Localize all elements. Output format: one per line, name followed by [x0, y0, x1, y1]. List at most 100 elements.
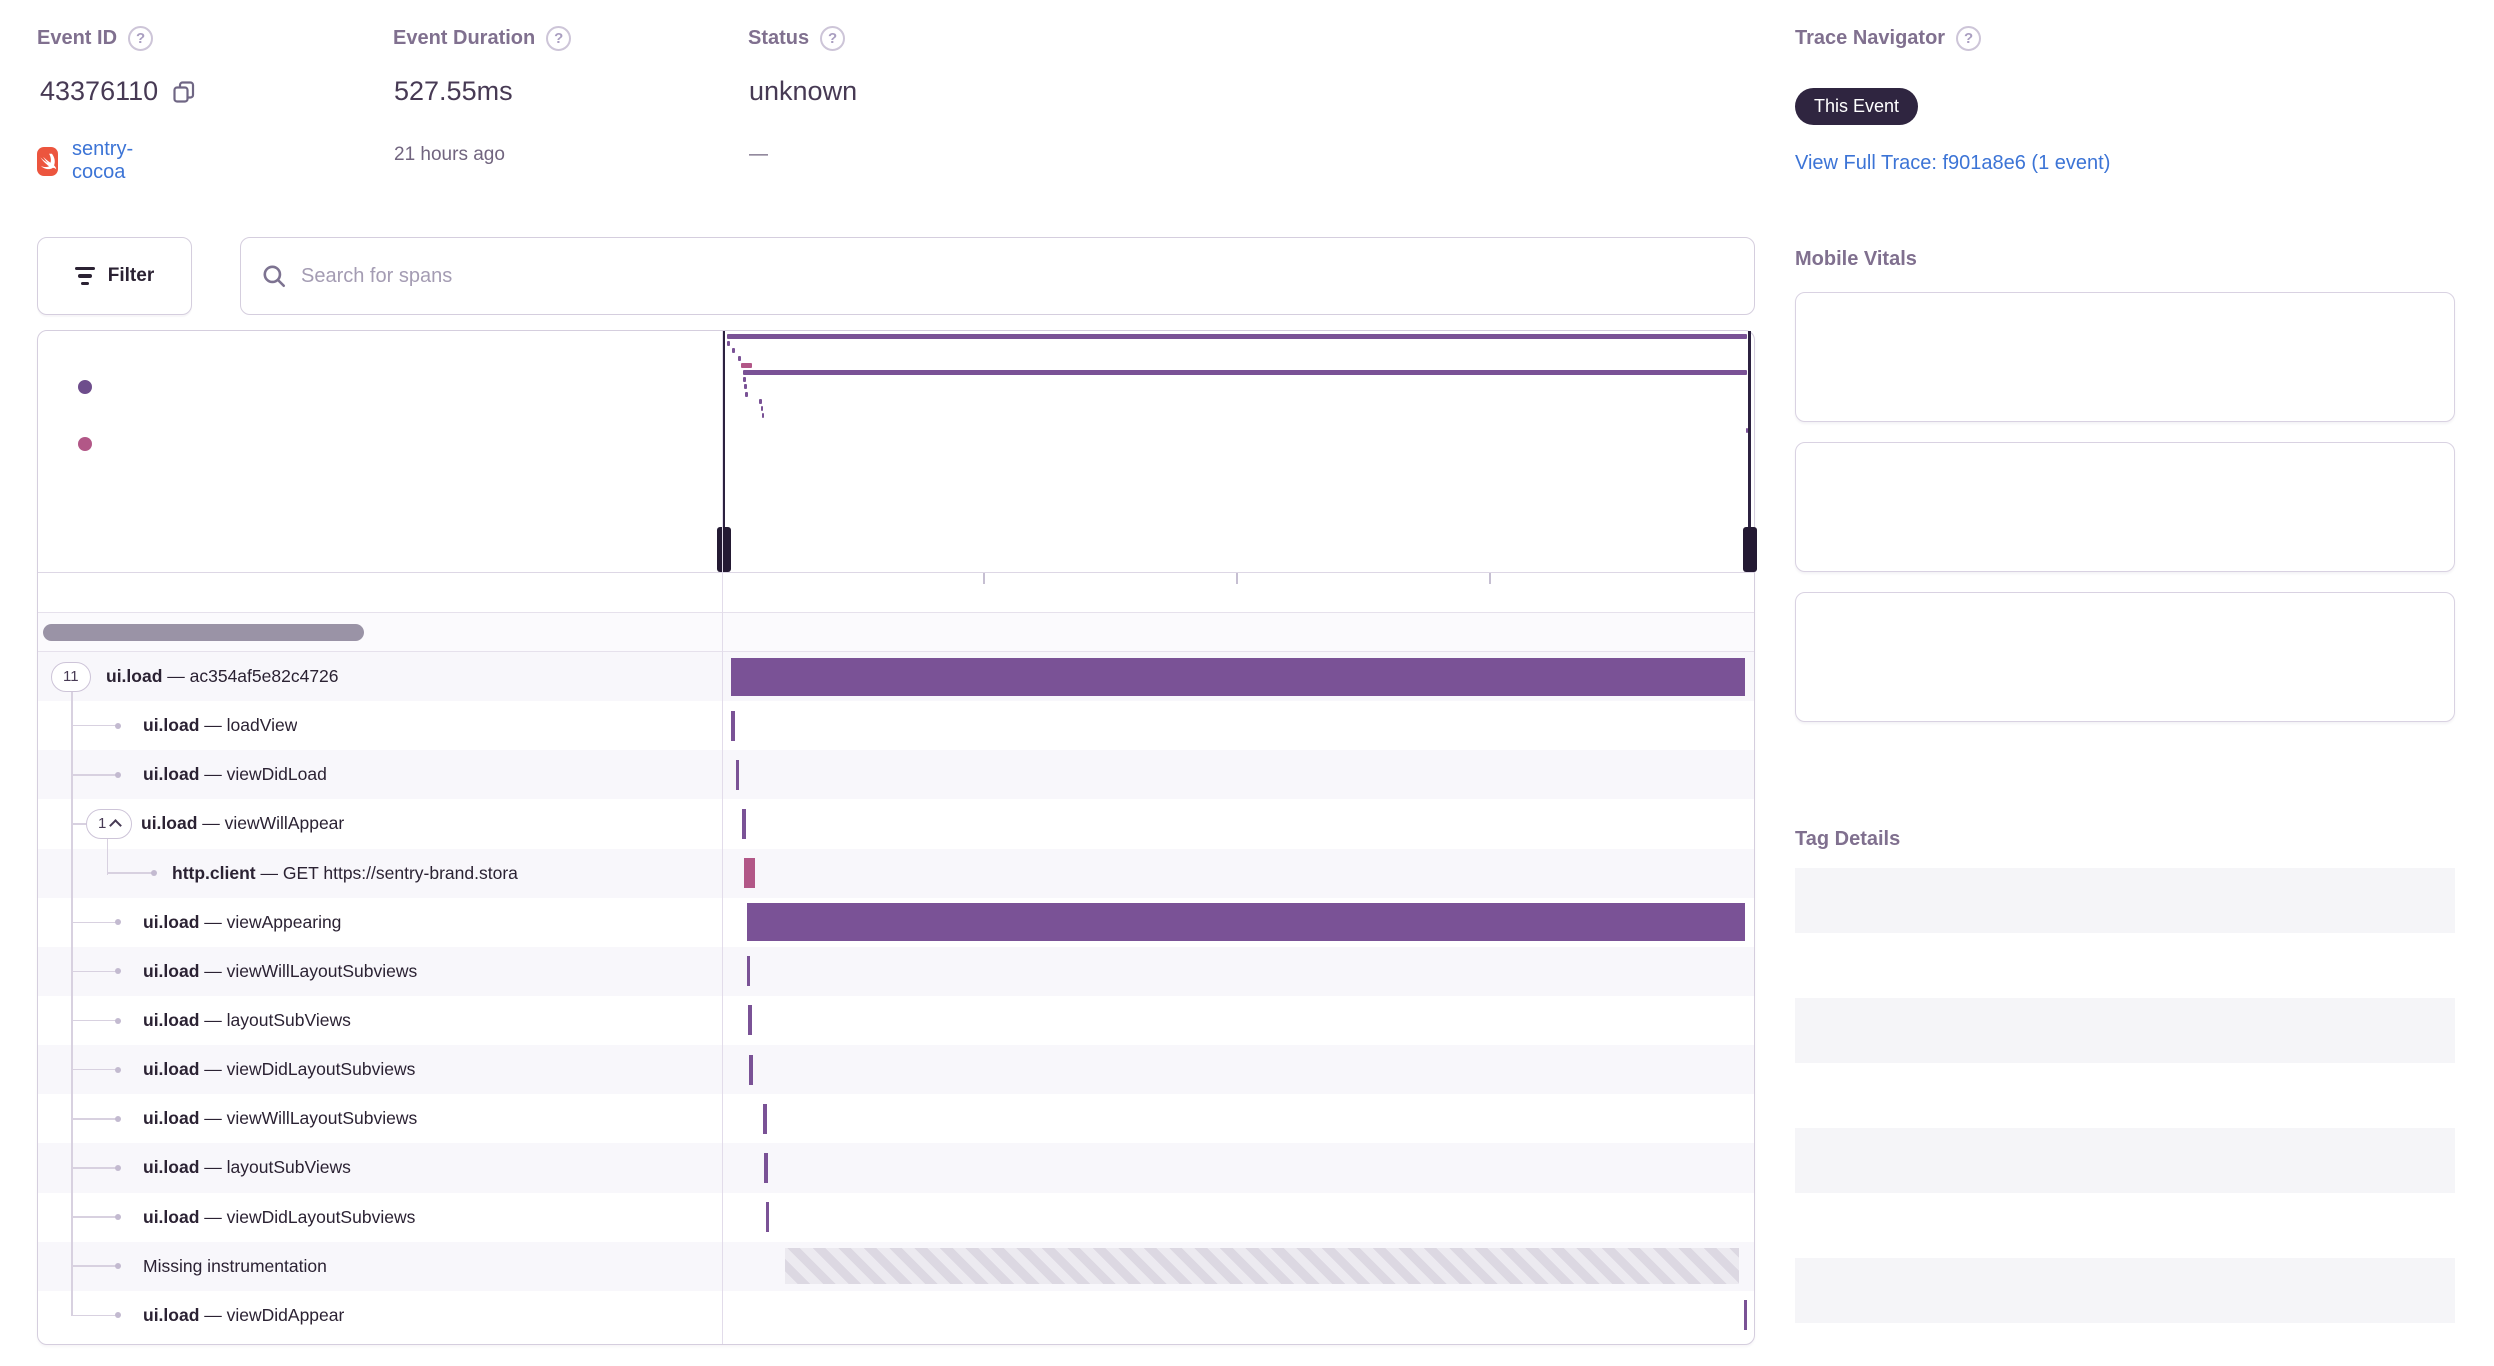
axis-left-spacer [38, 572, 722, 612]
tree-row[interactable]: ui.load — viewDidLayoutSubviews [38, 1193, 722, 1242]
tree-connector-stub [72, 1314, 117, 1317]
tree-connector-stub [72, 823, 86, 825]
event-duration-value: 527.55ms [394, 76, 513, 106]
vital-card [1795, 592, 2455, 722]
minimap-left-handle-line[interactable] [722, 331, 725, 531]
span-tick[interactable] [748, 1005, 752, 1036]
minimap-span-mark [745, 391, 748, 397]
help-icon[interactable]: ? [128, 26, 154, 51]
span-count-badge[interactable]: 11 [51, 661, 91, 692]
row-stripe [38, 848, 1754, 898]
waterfall-row[interactable] [723, 1143, 1754, 1192]
tree-connector-dot [115, 722, 121, 729]
tree-row[interactable]: ui.load — viewDidLayoutSubviews [38, 1045, 722, 1094]
status-sub: — [749, 144, 768, 165]
span-bar[interactable] [746, 903, 1745, 942]
minimap-span-mark [742, 370, 1747, 375]
waterfall-row[interactable] [723, 849, 1754, 898]
span-tick[interactable] [749, 1054, 753, 1085]
help-icon[interactable]: ? [546, 26, 572, 51]
trace-navigator-section: Trace Navigator ? This Event View Full T… [1795, 26, 2455, 174]
span-tick[interactable] [746, 956, 751, 987]
waterfall-row[interactable] [723, 947, 1754, 996]
tree-connector-dot [115, 771, 121, 778]
view-full-trace-link[interactable]: View Full Trace: f901a8e6 (1 event) [1795, 152, 2111, 174]
search-input[interactable] [299, 263, 1734, 289]
minimap-left-handle-grip[interactable] [717, 527, 731, 572]
span-tick[interactable] [735, 759, 740, 790]
tree-row[interactable]: ui.load — layoutSubViews [38, 1143, 722, 1192]
span-bar[interactable] [731, 657, 1745, 696]
status-label-text: Status [748, 27, 810, 49]
tree-row[interactable]: ui.load — viewDidAppear [38, 1291, 722, 1340]
waterfall-row[interactable] [723, 750, 1754, 799]
span-op: ui.load [143, 1059, 200, 1080]
span-tree-label: ui.load — viewWillLayoutSubviews [143, 1108, 418, 1129]
minimap-span-mark [759, 398, 762, 404]
trace-minimap [717, 330, 1757, 572]
waterfall-row[interactable] [723, 1291, 1754, 1340]
axis-tick-mark [1236, 573, 1238, 584]
chevron-up-icon [109, 819, 123, 833]
tree-row[interactable]: ui.load — viewAppearing [38, 898, 722, 947]
span-op: http.client [172, 862, 256, 883]
legend-item [37, 429, 722, 459]
tree-row[interactable]: ui.load — loadView [38, 701, 722, 750]
event-id-value-row: 43376110 [40, 76, 440, 107]
minimap-right-handle-grip[interactable] [1743, 527, 1757, 572]
span-tick[interactable] [763, 1103, 767, 1134]
tree-row[interactable]: 1 ui.load — viewWillAppear [38, 799, 722, 848]
span-op: ui.load [143, 1009, 200, 1030]
tree-scrollbar-thumb[interactable] [43, 624, 364, 641]
tree-row[interactable]: 11 ui.load — ac354af5e82c4726 [38, 652, 722, 701]
ops-breakdown-legend [37, 330, 722, 572]
tree-connector-dot [115, 1164, 121, 1171]
minimap-span-mark [760, 406, 764, 411]
span-tick[interactable] [765, 1202, 770, 1233]
trace-navigator-label-text: Trace Navigator [1795, 27, 1946, 49]
copy-icon[interactable] [172, 80, 196, 104]
tree-row[interactable]: ui.load — viewDidLoad [38, 750, 722, 799]
waterfall-row[interactable] [723, 1045, 1754, 1094]
tree-row[interactable]: ui.load — viewWillLayoutSubviews [38, 947, 722, 996]
waterfall-row[interactable] [723, 1242, 1754, 1291]
waterfall-row[interactable] [723, 898, 1754, 947]
tree-connector-stub [72, 774, 117, 776]
help-icon[interactable]: ? [820, 26, 846, 51]
waterfall-row[interactable] [723, 1094, 1754, 1143]
help-icon[interactable]: ? [1956, 26, 1982, 51]
waterfall-row[interactable] [723, 996, 1754, 1045]
waterfall-row[interactable] [723, 701, 1754, 750]
span-tree-label: ui.load — viewAppearing [143, 911, 342, 932]
waterfall-row[interactable] [723, 1193, 1754, 1242]
tag-row [1795, 1323, 2455, 1366]
filter-button-label: Filter [107, 265, 155, 286]
span-op: ui.load [143, 1157, 200, 1178]
minimap-span-mark [761, 413, 765, 419]
status-label: Status ? [748, 26, 846, 51]
waterfall-row[interactable] [723, 652, 1754, 701]
project-link[interactable]: sentry-cocoa [72, 138, 134, 183]
tree-connector-stub [72, 1216, 117, 1218]
filter-button[interactable]: Filter [37, 237, 192, 315]
span-count-badge[interactable]: 1 [86, 808, 133, 839]
span-tick[interactable] [731, 710, 735, 741]
mobile-vitals-title: Mobile Vitals [1795, 248, 1917, 270]
missing-instrumentation-bar[interactable] [784, 1248, 1740, 1285]
minimap-right-handle-line[interactable] [1748, 331, 1751, 531]
span-op: ui.load [143, 911, 200, 932]
tree-scrollbar-track[interactable] [38, 612, 1754, 652]
span-tick[interactable] [1743, 1300, 1748, 1331]
status-value: unknown [749, 76, 858, 106]
tree-row[interactable]: Missing instrumentation [38, 1242, 722, 1291]
minimap-span-mark [732, 348, 735, 354]
tree-row[interactable]: http.client — GET https://sentry-brand.s… [38, 849, 722, 898]
waterfall-row[interactable] [723, 799, 1754, 848]
span-tick[interactable] [742, 808, 746, 839]
span-tick[interactable] [764, 1152, 768, 1183]
time-axis [722, 572, 1755, 612]
tree-row[interactable]: ui.load — layoutSubViews [38, 996, 722, 1045]
span-tick[interactable] [744, 858, 756, 889]
tree-row[interactable]: ui.load — viewWillLayoutSubviews [38, 1094, 722, 1143]
tree-waterfall-divider[interactable] [721, 331, 723, 1344]
